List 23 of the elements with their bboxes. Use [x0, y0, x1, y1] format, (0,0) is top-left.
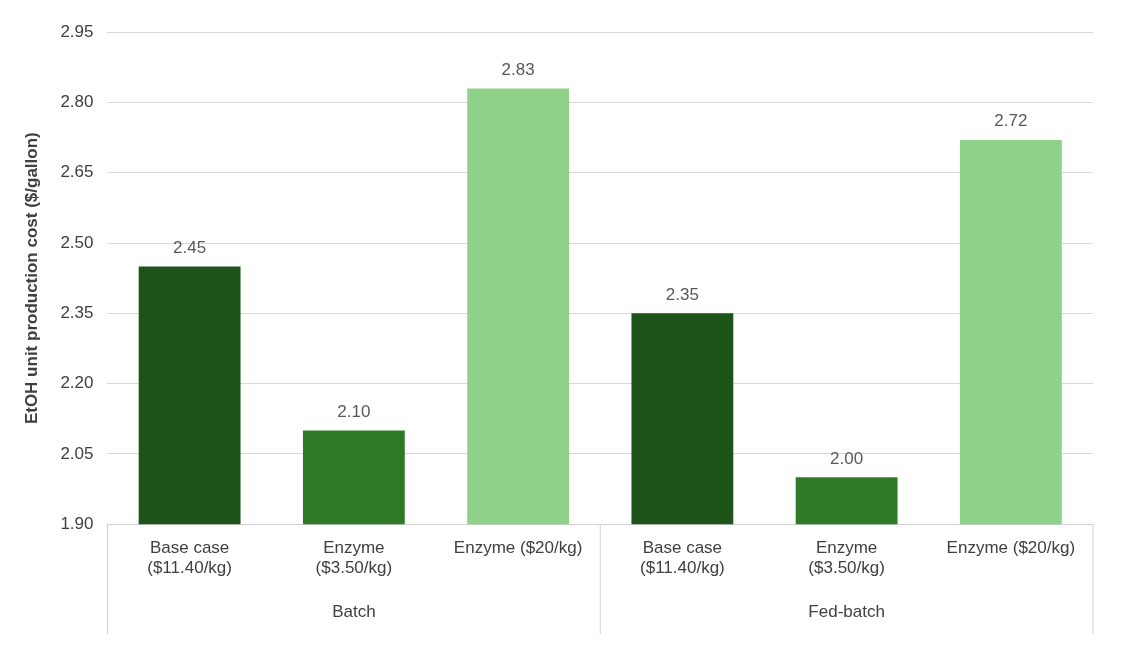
data-label: 2.83 — [501, 59, 535, 79]
y-tick-label: 1.90 — [60, 513, 94, 533]
x-tick-label: Base case ($11.40/kg) — [147, 538, 232, 578]
y-tick-label: 2.20 — [60, 373, 94, 393]
data-label: 2.00 — [830, 448, 864, 468]
x-tick-label: Base case ($11.40/kg) — [640, 538, 725, 578]
x-tick-label: Enzyme ($3.50/kg) — [315, 538, 393, 578]
y-tick-label: 2.05 — [60, 443, 94, 463]
y-tick-label: 2.50 — [60, 232, 94, 252]
data-label: 2.35 — [665, 284, 699, 304]
text: Fed-batch — [808, 601, 885, 621]
text: Batch — [332, 601, 376, 621]
x-tick-label: Enzyme ($20/kg) — [946, 538, 1076, 558]
y-tick-label: 2.65 — [60, 162, 94, 182]
x-tick-label: Enzyme ($20/kg) — [453, 538, 583, 558]
y-tick-label: 2.80 — [60, 92, 94, 112]
data-label: 2.10 — [337, 401, 371, 421]
x-tick-label: Enzyme ($3.50/kg) — [808, 538, 885, 578]
data-label: 2.72 — [994, 111, 1028, 131]
data-label: 2.45 — [173, 237, 207, 257]
y-tick-label: 2.95 — [60, 21, 94, 41]
y-tick-label: 2.35 — [60, 303, 94, 323]
y-axis-title: EtOH unit production cost ($/gallon) — [21, 132, 41, 425]
